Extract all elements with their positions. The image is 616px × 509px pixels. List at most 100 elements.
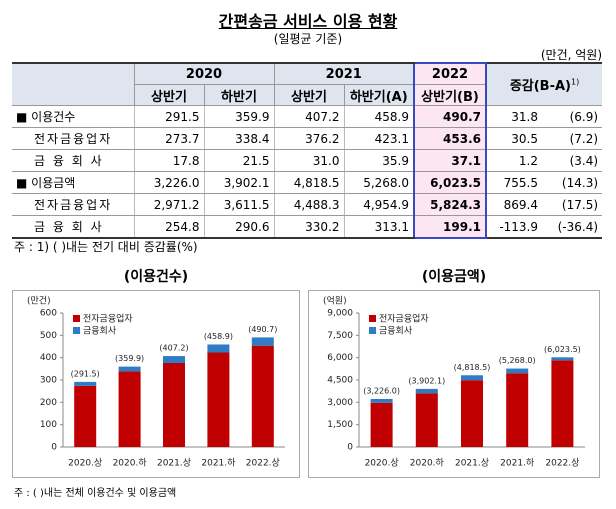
total-label: (359.9)	[115, 354, 144, 363]
change-sup: 1)	[570, 77, 580, 87]
bar-segment	[251, 345, 274, 447]
cell: 2,971.2	[133, 193, 204, 216]
y-tick-label: 300	[40, 376, 57, 386]
bar-segment	[370, 398, 393, 403]
cell: 273.7	[133, 127, 204, 150]
legend-label: 금융회사	[83, 326, 117, 337]
corner	[12, 62, 134, 106]
bar-segment	[370, 402, 393, 447]
change: 869.4	[485, 193, 542, 216]
cell: 330.2	[273, 215, 344, 239]
y-tick-label: 0	[347, 443, 353, 453]
unit-label: (억원)	[323, 295, 347, 307]
total-label: (490.7)	[248, 325, 277, 334]
x-tick-label: 2021.상	[455, 458, 489, 469]
cell: 5,824.3	[413, 193, 487, 216]
table-body: ■ 이용건수 291.5 359.9 407.2 458.9 490.7 31.8 (6.9)…	[12, 105, 603, 239]
cell: 21.5	[203, 149, 274, 172]
table-row: 금 융 회 사 17.8 21.5 31.0 35.9 37.1 1.2 (3.4)	[12, 149, 603, 172]
bar-segment	[506, 368, 529, 374]
total-label: (6,023.5)	[544, 345, 581, 354]
cell: 458.9	[343, 105, 414, 128]
bar-segment	[461, 380, 483, 447]
bar-segment	[415, 388, 438, 394]
table-row: ■ 이용건수 291.5 359.9 407.2 458.9 490.7 31.8 (6.9)	[12, 105, 603, 128]
cell: 6,023.5	[413, 171, 487, 194]
legend-swatch	[369, 315, 376, 322]
bar-segment	[551, 357, 574, 361]
x-tick-label: 2020.상	[68, 458, 102, 469]
y-tick-label: 400	[40, 353, 57, 363]
change-header-text: 증감(B-A)	[509, 79, 571, 94]
row-label: ■ 이용금액	[12, 171, 134, 194]
change: 1.2	[485, 149, 542, 172]
row-label: 금 융 회 사	[12, 215, 134, 239]
cell: 199.1	[413, 215, 487, 239]
change: 31.8	[485, 105, 542, 128]
rate: (14.3)	[542, 171, 603, 194]
row-label: 전자금융업자	[12, 127, 134, 150]
sub-header: 상반기(B)	[413, 84, 487, 106]
bar-segment	[163, 362, 185, 447]
table-row: 금 융 회 사 254.8 290.6 330.2 313.1 199.1 -113.9 (-…	[12, 215, 603, 239]
y-tick-label: 9,000	[327, 309, 353, 319]
subtitle: (일평균 기준)	[273, 32, 343, 46]
y-tick-label: 0	[51, 443, 57, 453]
cell: 3,226.0	[133, 171, 204, 194]
x-tick-label: 2021.하	[500, 458, 535, 469]
bar-segment	[207, 352, 230, 447]
y-tick-label: 100	[40, 420, 57, 430]
cell: 5,268.0	[343, 171, 414, 194]
cell: 376.2	[273, 127, 344, 150]
footnote: 주 : ( )내는 전체 이용건수 및 이용금액	[14, 488, 177, 499]
bar-segment	[251, 337, 274, 346]
bar-segment	[415, 393, 438, 447]
total-label: (458.9)	[204, 332, 233, 341]
cell: 313.1	[343, 215, 414, 239]
row-label: 전자금융업자	[12, 193, 134, 216]
legend-swatch	[73, 327, 80, 334]
rate: (-36.4)	[542, 215, 603, 239]
rate: (3.4)	[542, 149, 603, 172]
bar-segment	[506, 373, 529, 447]
x-tick-label: 2021.상	[157, 458, 191, 469]
x-tick-label: 2022.상	[246, 458, 280, 469]
cell: 4,488.3	[273, 193, 344, 216]
change: 30.5	[485, 127, 542, 150]
sub-header-row: 상반기 하반기 상반기 하반기(A) 상반기(B)	[12, 84, 602, 106]
total-label: (407.2)	[159, 344, 188, 353]
bar-segment	[118, 371, 141, 447]
y-tick-label: 4,500	[327, 376, 353, 386]
chart-box: (억원) 0 1,500 3,000 4,500 6,000 7,500 9,000 2020.…	[308, 290, 600, 478]
y-tick-label: 1,500	[327, 420, 353, 430]
legend-swatch	[369, 327, 376, 334]
cell: 3,611.5	[203, 193, 274, 216]
change: -113.9	[485, 215, 542, 239]
year-header: 2022	[413, 62, 487, 85]
y-tick-label: 7,500	[327, 331, 353, 341]
cell: 3,902.1	[203, 171, 274, 194]
total-label: (3,902.1)	[408, 376, 445, 385]
chart: (만건) 0 100 200 300 400 500 600 2020.상 (291.5) 2020…	[27, 296, 285, 469]
total-label: (5,268.0)	[499, 356, 536, 365]
title: 간편송금 서비스 이용 현황	[218, 12, 398, 31]
bar-segment	[74, 381, 97, 386]
x-tick-label: 2022.상	[545, 458, 579, 469]
total-label: (4,818.5)	[454, 363, 491, 372]
sub-header: 하반기(A)	[343, 84, 414, 106]
cell: 37.1	[413, 149, 487, 172]
bar-segment	[207, 344, 230, 353]
sub-header: 하반기	[203, 84, 274, 106]
cell: 17.8	[133, 149, 204, 172]
chart-title: (이용건수)	[123, 269, 189, 285]
year-header: 2021	[273, 62, 414, 85]
bar-segment	[551, 360, 574, 447]
cell: 407.2	[273, 105, 344, 128]
table-row: ■ 이용금액 3,226.0 3,902.1 4,818.5 5,268.0 6,023.…	[12, 171, 603, 194]
sub-header: 상반기	[273, 84, 344, 106]
y-tick-label: 6,000	[327, 353, 353, 363]
y-tick-label: 600	[40, 309, 57, 319]
table: 2020 2021 2022 증감(B-A)1) 상반기 하반기 상반기 하반기(A)…	[12, 62, 603, 239]
bar-segment	[74, 385, 97, 447]
y-tick-label: 500	[40, 331, 57, 341]
